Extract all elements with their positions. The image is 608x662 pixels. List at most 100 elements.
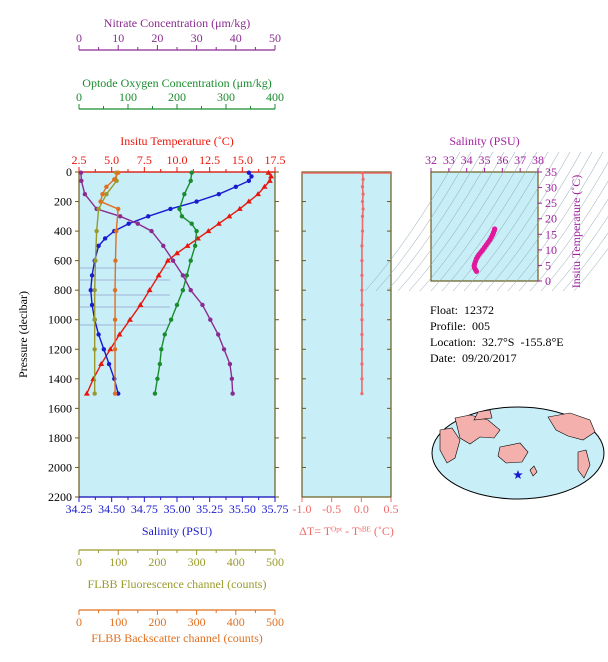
oxygen-point <box>174 302 180 308</box>
delta-t-point <box>360 288 364 292</box>
location-map <box>431 406 605 500</box>
temperature-point <box>266 177 273 183</box>
temperature-tick-label: 15.0 <box>232 153 253 167</box>
location: Location: 32.7°S -155.8°E <box>430 335 564 349</box>
temperature-axis-label: Insitu Temperature (˚C) <box>120 134 234 148</box>
temperature-point <box>226 213 233 219</box>
backscatter-tick-label: 500 <box>266 615 284 629</box>
temperature-point <box>215 220 222 226</box>
oxygen-tick-label: 300 <box>217 90 235 104</box>
backscatter-point <box>100 191 105 197</box>
density-isoline <box>452 151 549 292</box>
delta-t-tick-label: -0.5 <box>322 502 341 516</box>
density-isoline <box>430 151 527 292</box>
oxygen-tick-label: 400 <box>266 90 284 104</box>
backscatter-point <box>112 177 117 182</box>
oxygen-point <box>155 376 160 382</box>
pressure-tick-label: 1200 <box>48 342 72 356</box>
pressure-tick-label: 1400 <box>48 372 72 386</box>
oxygen-point <box>189 170 194 175</box>
temperature-tick-label: 12.5 <box>199 153 220 167</box>
temperature-point <box>83 390 90 396</box>
temperature-point <box>261 183 268 189</box>
backscatter-point <box>112 391 118 396</box>
density-isoline <box>551 216 608 292</box>
fluorescence-tick-label: 300 <box>188 555 206 569</box>
temperature-point <box>245 198 252 204</box>
fluorescence-tick-label: 100 <box>109 555 127 569</box>
nitrate-point <box>227 361 233 367</box>
delta-t-point <box>360 199 365 204</box>
fluorescence-axis-label: FLBB Fluorescence channel (counts) <box>88 577 267 591</box>
salinity-tick-label: 35.00 <box>164 502 191 516</box>
ts-salinity-tick-label: 36 <box>496 153 508 167</box>
salinity-point <box>116 391 121 396</box>
backscatter-point <box>98 199 103 204</box>
delta-t-point <box>360 332 364 337</box>
density-isoline <box>529 180 608 292</box>
date: Date: 09/20/2017 <box>430 351 517 365</box>
fluorescence-tick-label: 200 <box>148 555 166 569</box>
temperature-tick-label: 10.0 <box>167 153 188 167</box>
fluorescence-point <box>96 206 101 212</box>
salinity-point <box>168 206 173 212</box>
salinity-tick-label: 34.75 <box>131 502 158 516</box>
nitrate-point <box>230 391 235 396</box>
density-isoline <box>375 151 472 292</box>
nitrate-point <box>149 228 154 234</box>
nitrate-point <box>188 287 193 293</box>
temperature-point <box>155 272 162 278</box>
delta-t-point <box>360 214 365 218</box>
backscatter-point <box>116 206 121 212</box>
nitrate-point <box>180 273 186 278</box>
density-isoline <box>518 162 608 292</box>
nitrate-point <box>170 258 176 263</box>
temperature-point <box>174 250 180 256</box>
float-location-marker <box>513 470 523 479</box>
salinity-point <box>249 174 254 179</box>
ts-temp-tick-label: 15 <box>545 227 557 241</box>
density-isoline <box>397 151 494 292</box>
delta-t-tick-label: 0.0 <box>354 502 369 516</box>
salinity-tick-label: 35.75 <box>262 502 289 516</box>
backscatter-point <box>112 287 118 293</box>
ts-point <box>492 226 498 232</box>
temperature-point <box>116 331 123 337</box>
fluorescence-point <box>93 258 98 263</box>
temperature-tick-label: 17.5 <box>265 153 286 167</box>
delta-t-point <box>360 318 364 322</box>
pressure-tick-label: 800 <box>54 283 72 297</box>
ts-salinity-tick-label: 38 <box>532 153 544 167</box>
fluorescence-point <box>92 317 97 322</box>
salinity-axis-label: Salinity (PSU) <box>142 524 212 538</box>
oxygen-tick-label: 200 <box>168 90 186 104</box>
fluorescence-point <box>92 287 97 293</box>
backscatter-tick-label: 100 <box>109 615 127 629</box>
oxygen-point <box>179 214 185 219</box>
pressure-tick-label: 200 <box>54 195 72 209</box>
oxygen-axis-label: Optode Oxygen Concentration (μm/kg) <box>82 76 271 90</box>
salinity-point <box>89 302 95 308</box>
oxygen-tick-label: 0 <box>76 90 82 104</box>
salinity-point <box>96 243 101 249</box>
oxygen-profile-line <box>154 172 198 394</box>
fluorescence-point <box>92 347 97 352</box>
temperature-point <box>184 242 191 248</box>
backscatter-axis-label: FLBB Backscatter channel (counts) <box>91 631 263 645</box>
oxygen-tick-label: 100 <box>119 90 137 104</box>
salinity-point <box>106 361 112 367</box>
nitrate-profile-line <box>80 172 234 394</box>
salinity-tick-label: 35.25 <box>196 502 223 516</box>
pressure-tick-label: 1600 <box>48 401 72 415</box>
delta-t-point <box>360 244 364 248</box>
ts-salinity-tick-label: 34 <box>461 153 473 167</box>
nitrate-point <box>229 376 235 382</box>
temperature-point <box>126 316 133 322</box>
salinity-point <box>246 178 252 184</box>
delta-t-point <box>360 171 365 175</box>
float-info: Float: 12372 Profile: 005 Location: 32.7… <box>430 302 564 366</box>
temperature-point <box>236 205 243 211</box>
pressure-tick-label: 2000 <box>48 460 72 474</box>
density-isoline <box>463 151 560 292</box>
map-landmass <box>439 427 461 464</box>
